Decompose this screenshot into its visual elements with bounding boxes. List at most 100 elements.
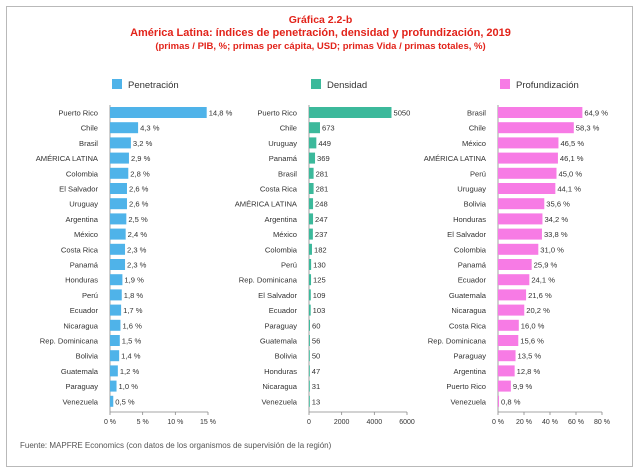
category-label: Panamá xyxy=(458,261,487,270)
value-label: 31 xyxy=(312,382,320,391)
bar xyxy=(309,365,310,377)
bar xyxy=(309,395,310,407)
category-label: Colombia xyxy=(454,245,487,254)
value-label: 20,2 % xyxy=(526,306,550,315)
category-label: AMÉRICA LATINA xyxy=(424,154,487,163)
category-label: Chile xyxy=(469,124,486,133)
bar xyxy=(309,319,310,331)
category-label: Argentina xyxy=(453,367,486,376)
bar xyxy=(498,380,511,392)
category-label: Nicaragua xyxy=(262,382,297,391)
value-label: 60 xyxy=(312,321,320,330)
bar xyxy=(498,228,542,240)
legend-label-densidad: Densidad xyxy=(327,80,367,91)
category-label: Colombia xyxy=(66,169,99,178)
bar xyxy=(110,395,114,407)
chart-label: Gráfica 2.2-b xyxy=(288,14,353,26)
value-label: 281 xyxy=(316,185,329,194)
bar xyxy=(309,243,312,255)
bar xyxy=(309,167,314,179)
category-label: Ecuador xyxy=(269,306,298,315)
category-label: Puerto Rico xyxy=(58,109,98,118)
category-label: Puerto Rico xyxy=(257,109,297,118)
category-label: Chile xyxy=(280,124,297,133)
value-label: 35,6 % xyxy=(546,200,570,209)
bar xyxy=(309,122,320,134)
value-label: 47 xyxy=(312,367,320,376)
value-label: 2,9 % xyxy=(131,154,151,163)
bar xyxy=(309,213,314,225)
value-label: 3,2 % xyxy=(133,139,153,148)
value-label: 45,0 % xyxy=(559,169,583,178)
bar xyxy=(498,304,525,316)
category-label: AMÉRICA LATINA xyxy=(235,200,298,209)
value-label: 1,9 % xyxy=(124,276,144,285)
bar xyxy=(110,122,139,134)
value-label: 125 xyxy=(313,276,326,285)
category-label: Panamá xyxy=(269,154,298,163)
bar xyxy=(110,274,123,286)
chart-subtitle: (primas / PIB, %; primas per cápita, USD… xyxy=(155,41,486,52)
value-label: 64,9 % xyxy=(584,109,608,118)
bar xyxy=(498,335,519,346)
bar xyxy=(309,198,314,210)
bar xyxy=(309,350,310,362)
value-label: 2,3 % xyxy=(127,261,147,270)
value-label: 449 xyxy=(318,139,331,148)
category-label: El Salvador xyxy=(59,185,98,194)
category-label: Rep. Dominicana xyxy=(428,337,487,346)
value-label: 2,6 % xyxy=(129,185,149,194)
category-label: AMÉRICA LATINA xyxy=(36,154,99,163)
category-label: Venezuela xyxy=(63,397,99,406)
category-label: Ecuador xyxy=(70,306,99,315)
value-label: 46,5 % xyxy=(560,139,584,148)
category-label: Perú xyxy=(82,291,98,300)
value-label: 21,6 % xyxy=(528,291,552,300)
bar xyxy=(498,289,527,301)
bar xyxy=(498,243,539,255)
x-tick-label: 80 % xyxy=(594,419,610,426)
legend-swatch-densidad xyxy=(311,79,321,89)
category-label: Guatemala xyxy=(61,367,99,376)
value-label: 4,3 % xyxy=(140,124,160,133)
bar xyxy=(309,107,392,118)
category-label: México xyxy=(462,139,486,148)
category-label: Bolivia xyxy=(464,200,487,209)
bar xyxy=(498,183,556,194)
category-label: Perú xyxy=(281,261,297,270)
category-label: Guatemala xyxy=(260,337,298,346)
category-label: Ecuador xyxy=(458,276,487,285)
category-label: Panamá xyxy=(70,261,99,270)
value-label: 247 xyxy=(315,215,328,224)
category-label: Nicaragua xyxy=(451,306,486,315)
category-label: Uruguay xyxy=(69,200,98,209)
bar xyxy=(110,350,120,362)
category-label: México xyxy=(273,230,297,239)
category-label: Bolivia xyxy=(275,352,298,361)
bar xyxy=(309,183,314,194)
value-label: 9,9 % xyxy=(513,382,533,391)
category-label: Colombia xyxy=(265,245,298,254)
bar xyxy=(498,274,530,286)
category-label: Honduras xyxy=(65,276,98,285)
bar xyxy=(498,350,516,362)
bar xyxy=(110,137,131,149)
bar xyxy=(110,380,117,392)
bar xyxy=(309,152,316,164)
bar xyxy=(498,152,558,164)
value-label: 50 xyxy=(312,352,320,361)
bar xyxy=(309,274,312,286)
x-tick-label: 5 % xyxy=(137,419,149,426)
value-label: 673 xyxy=(322,124,335,133)
value-label: 16,0 % xyxy=(521,321,545,330)
bar xyxy=(309,259,312,270)
legend-swatch-penetracion xyxy=(112,79,122,89)
value-label: 31,0 % xyxy=(540,245,564,254)
bar xyxy=(309,304,311,316)
category-label: Brasil xyxy=(467,109,486,118)
value-label: 1,4 % xyxy=(121,352,141,361)
value-label: 1,7 % xyxy=(123,306,143,315)
bar xyxy=(110,167,129,179)
x-tick-label: 0 % xyxy=(492,419,504,426)
